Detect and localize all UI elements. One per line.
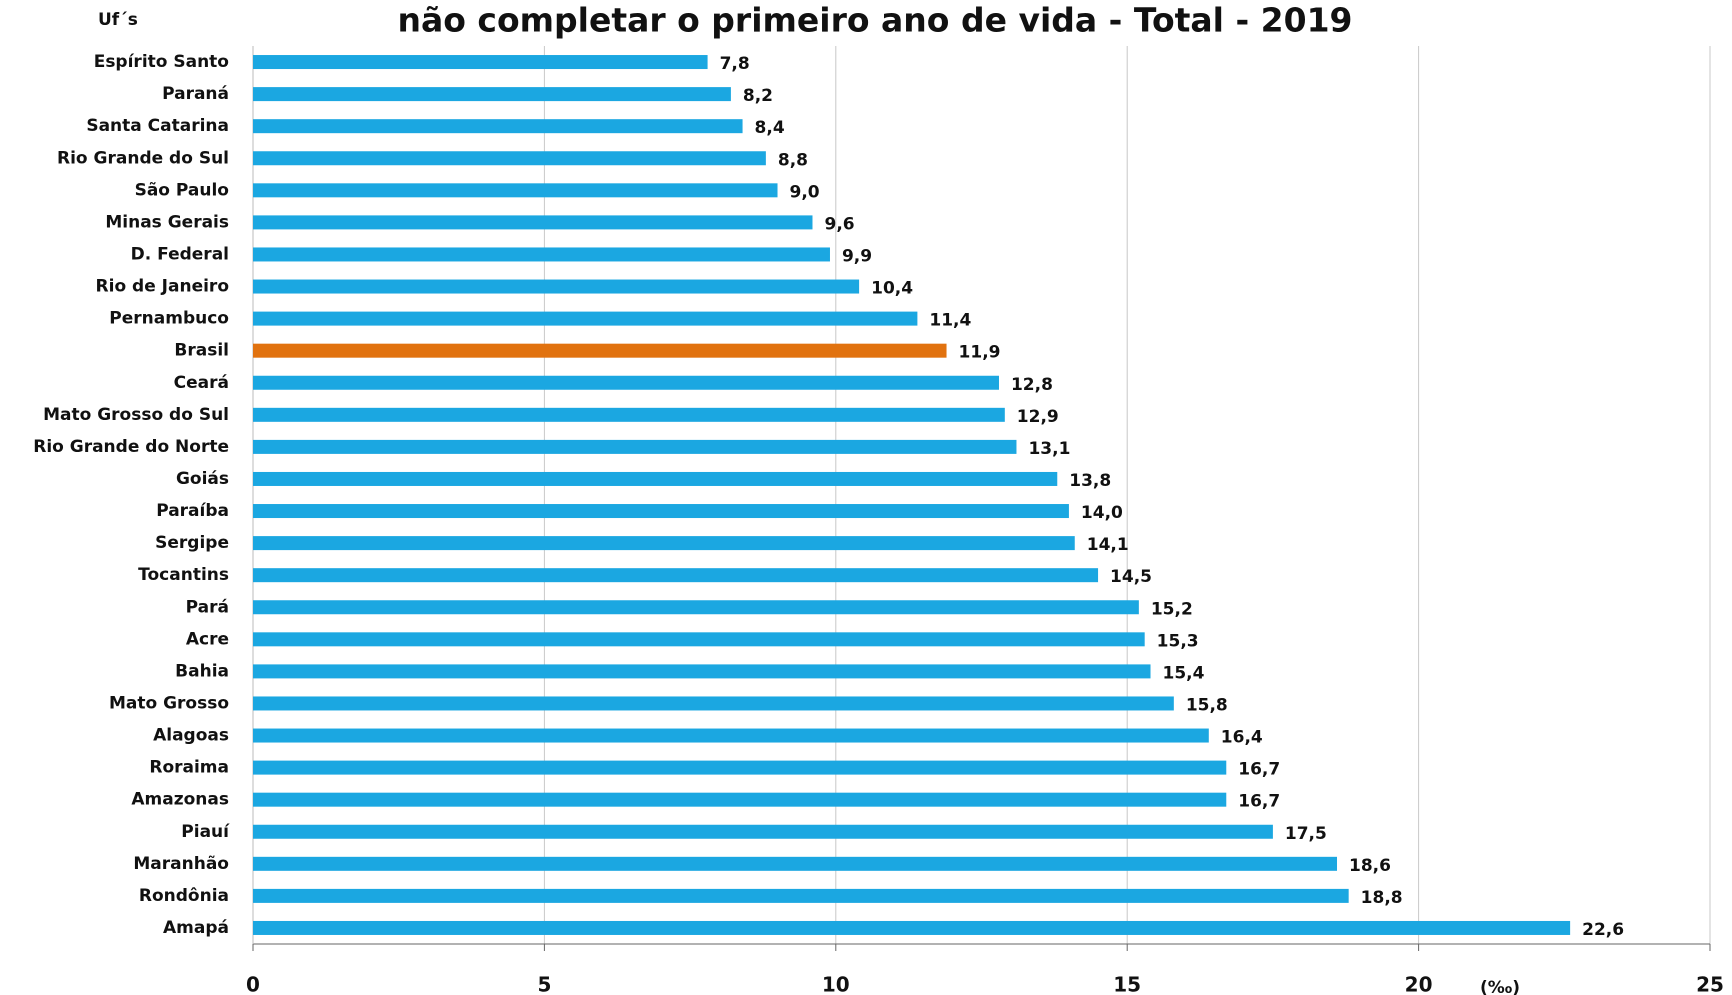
y-tick-label: Minas Gerais <box>105 212 229 232</box>
y-tick-label: Amazonas <box>131 790 229 810</box>
y-tick-label: Santa Catarina <box>86 116 229 136</box>
y-tick-label: Pernambuco <box>109 309 229 329</box>
y-tick-label: Sergipe <box>155 533 229 553</box>
x-tick-label: 0 <box>246 973 260 995</box>
x-axis-unit: (‰) <box>1480 978 1520 995</box>
y-tick-label: São Paulo <box>135 180 229 200</box>
x-tick-label: 15 <box>1113 973 1141 995</box>
value-label: 16,7 <box>1238 792 1280 812</box>
value-label: 16,4 <box>1221 728 1263 748</box>
value-label: 15,8 <box>1186 695 1228 715</box>
bar <box>253 792 1227 807</box>
bar <box>253 568 1099 583</box>
value-label: 8,4 <box>755 118 785 138</box>
y-tick-label: Amapá <box>163 918 229 938</box>
y-tick-label: Rio Grande do Norte <box>33 437 229 457</box>
y-axis-title: Uf´s <box>98 10 138 30</box>
bar <box>253 247 830 262</box>
y-tick-label: Paraná <box>162 84 229 104</box>
y-tick-label: Bahia <box>175 661 229 681</box>
value-label: 15,3 <box>1157 631 1199 651</box>
x-tick-label: 10 <box>822 973 850 995</box>
y-tick-label: Ceará <box>174 373 229 393</box>
bar <box>253 279 860 294</box>
y-tick-label: Rio Grande do Sul <box>57 148 229 168</box>
bar <box>253 504 1069 519</box>
y-tick-label: Rio de Janeiro <box>96 277 229 297</box>
value-label: 12,8 <box>1011 375 1053 395</box>
bar <box>253 215 813 230</box>
bar <box>253 471 1058 486</box>
bar <box>253 439 1017 454</box>
bar <box>253 119 743 134</box>
value-label: 11,9 <box>959 343 1001 363</box>
y-tick-label: Alagoas <box>153 726 229 746</box>
y-tick-label: D. Federal <box>131 244 229 264</box>
bar <box>253 151 766 166</box>
value-label: 12,9 <box>1017 407 1059 427</box>
bar <box>253 407 1005 422</box>
value-label: 17,5 <box>1285 824 1327 844</box>
x-tick-label: 25 <box>1696 973 1724 995</box>
y-tick-label: Espírito Santo <box>94 52 229 72</box>
value-label: 8,8 <box>778 150 808 170</box>
bar <box>253 888 1349 903</box>
bar <box>253 600 1139 615</box>
value-label: 14,0 <box>1081 503 1123 523</box>
value-label: 9,6 <box>824 214 854 234</box>
value-label: 14,5 <box>1110 567 1152 587</box>
value-label: 11,4 <box>929 311 971 331</box>
y-tick-label: Mato Grosso do Sul <box>43 405 229 425</box>
y-tick-label: Piauí <box>181 822 230 842</box>
x-tick-label: 5 <box>537 973 551 995</box>
bar <box>253 311 918 326</box>
y-tick-label: Paraíba <box>156 501 229 521</box>
y-tick-label: Roraima <box>149 758 229 778</box>
chart-title: não completar o primeiro ano de vida - T… <box>397 1 1352 40</box>
value-label: 8,2 <box>743 86 773 106</box>
value-label: 15,2 <box>1151 599 1193 619</box>
value-label: 18,8 <box>1361 888 1403 908</box>
y-tick-label: Maranhão <box>133 854 229 874</box>
value-label: 10,4 <box>871 279 913 299</box>
value-label: 9,9 <box>842 246 872 266</box>
y-tick-label: Acre <box>186 629 229 649</box>
bar <box>253 536 1075 551</box>
y-tick-label: Tocantins <box>138 565 229 585</box>
value-label: 13,8 <box>1069 471 1111 491</box>
y-tick-label: Goiás <box>176 469 229 489</box>
value-label: 16,7 <box>1238 760 1280 780</box>
value-label: 22,6 <box>1582 920 1624 940</box>
value-label: 14,1 <box>1087 535 1129 555</box>
bar <box>253 632 1145 647</box>
bar <box>253 760 1227 775</box>
bar <box>253 343 947 358</box>
bar <box>253 664 1151 679</box>
bar <box>253 183 778 198</box>
bar <box>253 87 731 102</box>
x-tick-label: 20 <box>1405 973 1433 995</box>
y-tick-label: Pará <box>186 597 229 617</box>
bar <box>253 856 1338 871</box>
bar <box>253 728 1209 743</box>
value-label: 15,4 <box>1163 663 1205 683</box>
y-tick-label: Rondônia <box>139 886 229 906</box>
bar <box>253 55 708 70</box>
bar <box>253 375 999 390</box>
y-tick-label: Mato Grosso <box>109 693 229 713</box>
value-label: 7,8 <box>720 54 750 74</box>
bar <box>253 920 1571 935</box>
bar <box>253 824 1273 839</box>
value-label: 18,6 <box>1349 856 1391 876</box>
value-label: 13,1 <box>1028 439 1070 459</box>
bar <box>253 696 1174 711</box>
y-tick-label: Brasil <box>174 341 229 361</box>
value-label: 9,0 <box>790 182 820 202</box>
